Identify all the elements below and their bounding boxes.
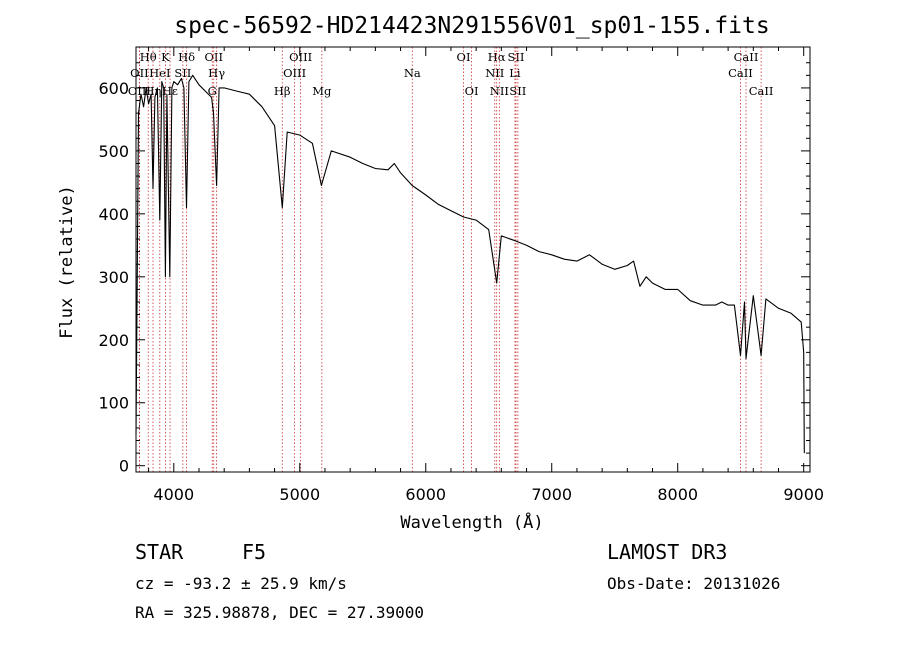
marker-label-16: Na: [404, 66, 421, 80]
marker-label-12: Hβ: [274, 84, 291, 98]
y-tick-label-1: 100: [98, 394, 129, 413]
y-axis: 0 100 200 300 400 500 600: [98, 62, 810, 476]
marker-label-26: CaII: [728, 66, 753, 80]
survey-name: LAMOST DR3: [607, 540, 728, 564]
marker-label-6: SII: [174, 66, 191, 80]
marker-label-8: Hδ: [178, 50, 195, 64]
ra-dec: RA = 325.98878, DEC = 27.39000: [135, 603, 424, 622]
y-axis-label: Flux (relative): [57, 185, 77, 339]
y-tick-label-5: 500: [98, 142, 129, 161]
x-tick-label-5: 9000: [783, 485, 824, 504]
x-axis: 4000 5000 6000 7000 8000 9000: [148, 47, 824, 504]
marker-label-23: Li: [509, 66, 521, 80]
marker-label-20: NII: [485, 66, 504, 80]
y-tick-label-2: 200: [98, 331, 129, 350]
marker-label-24: SII: [509, 84, 526, 98]
marker-label-9: OII: [204, 50, 223, 64]
marker-label-19: Hα: [488, 50, 506, 64]
marker-label-0: Hθ: [140, 50, 157, 64]
marker-label-21: NII: [490, 84, 509, 98]
marker-label-22: SII: [507, 50, 524, 64]
y-tick-label-6: 600: [98, 79, 129, 98]
marker-label-14: OIII: [283, 66, 306, 80]
object-class: STAR: [135, 540, 184, 564]
marker-label-25: CaII: [734, 50, 759, 64]
marker-label-3: K: [161, 50, 170, 64]
marker-label-4: HeI: [149, 66, 170, 80]
obs-date: Obs-Date: 20131026: [607, 574, 781, 593]
x-tick-label-1: 5000: [279, 485, 320, 504]
x-tick-label-3: 7000: [531, 485, 572, 504]
y-tick-label-4: 400: [98, 205, 129, 224]
x-tick-label-4: 8000: [657, 485, 698, 504]
plot-frame: [135, 46, 811, 473]
series-line-0: [135, 74, 805, 454]
marker-label-10: Hγ: [208, 66, 225, 80]
x-tick-label-2: 6000: [405, 485, 446, 504]
y-tick-label-3: 300: [98, 268, 129, 287]
marker-label-11: G: [208, 84, 217, 98]
series-layer: [135, 74, 805, 454]
y-tick-label-0: 0: [119, 457, 129, 476]
marker-label-18: OI: [465, 84, 479, 98]
chart-title: spec-56592-HD214423N291556V01_sp01-155.f…: [174, 13, 769, 39]
redshift-cz: cz = -93.2 ± 25.9 km/s: [135, 574, 347, 593]
marker-label-27: CaII: [749, 84, 774, 98]
x-tick-label-0: 4000: [153, 485, 194, 504]
marker-label-17: OI: [457, 50, 471, 64]
marker-label-15: Mg: [312, 84, 332, 98]
x-axis-label: Wavelength (Å): [400, 511, 543, 533]
subclass: F5: [242, 540, 267, 564]
marker-label-13: OIII: [289, 50, 312, 64]
marker-label-7: Hε: [162, 84, 178, 98]
